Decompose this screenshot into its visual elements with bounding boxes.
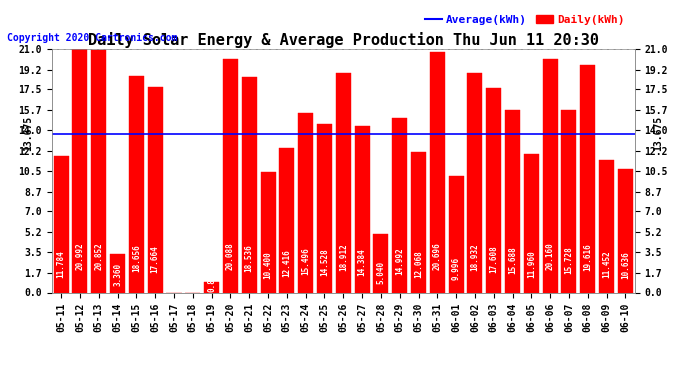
Text: 19.616: 19.616: [583, 243, 592, 271]
Bar: [355, 126, 370, 292]
Bar: [241, 77, 257, 292]
Text: 10.400: 10.400: [264, 252, 273, 279]
Bar: [373, 234, 388, 292]
Bar: [148, 87, 163, 292]
Bar: [486, 88, 501, 292]
Text: 12.416: 12.416: [282, 250, 291, 278]
Bar: [467, 73, 482, 292]
Bar: [317, 124, 332, 292]
Text: 20.992: 20.992: [75, 242, 84, 270]
Text: Copyright 2020 Cartronics.com: Copyright 2020 Cartronics.com: [7, 33, 177, 43]
Legend: Average(kWh), Daily(kWh): Average(kWh), Daily(kWh): [421, 10, 629, 29]
Text: 11.784: 11.784: [57, 251, 66, 278]
Text: 5.040: 5.040: [376, 261, 386, 284]
Bar: [91, 51, 106, 292]
Bar: [129, 76, 144, 292]
Text: 0.880: 0.880: [207, 269, 216, 292]
Text: 14.384: 14.384: [357, 248, 366, 276]
Bar: [336, 73, 351, 292]
Bar: [524, 154, 539, 292]
Bar: [411, 152, 426, 292]
Text: 9.996: 9.996: [452, 256, 461, 280]
Bar: [261, 172, 275, 292]
Text: 14.992: 14.992: [395, 248, 404, 275]
Text: 3.360: 3.360: [113, 263, 122, 286]
Text: 18.932: 18.932: [471, 244, 480, 272]
Bar: [505, 110, 520, 292]
Text: 13.675: 13.675: [653, 116, 664, 152]
Text: 18.656: 18.656: [132, 244, 141, 272]
Bar: [204, 282, 219, 292]
Bar: [392, 118, 407, 292]
Bar: [562, 110, 577, 292]
Bar: [448, 177, 464, 292]
Text: 13.675: 13.675: [23, 116, 33, 152]
Text: 18.912: 18.912: [339, 244, 348, 272]
Bar: [298, 112, 313, 292]
Bar: [430, 52, 445, 292]
Text: 17.664: 17.664: [150, 245, 159, 273]
Text: 10.636: 10.636: [621, 251, 630, 279]
Text: 20.696: 20.696: [433, 242, 442, 270]
Bar: [599, 160, 614, 292]
Bar: [72, 49, 88, 292]
Text: 12.068: 12.068: [414, 250, 423, 278]
Bar: [618, 169, 633, 292]
Bar: [542, 58, 558, 292]
Bar: [110, 254, 125, 292]
Text: 11.452: 11.452: [602, 251, 611, 278]
Bar: [580, 65, 595, 292]
Bar: [54, 156, 69, 292]
Text: 17.608: 17.608: [489, 245, 498, 273]
Text: 15.688: 15.688: [508, 247, 517, 274]
Bar: [279, 148, 295, 292]
Text: 20.088: 20.088: [226, 243, 235, 270]
Text: 15.728: 15.728: [564, 247, 573, 274]
Text: 20.160: 20.160: [546, 243, 555, 270]
Title: Daily Solar Energy & Average Production Thu Jun 11 20:30: Daily Solar Energy & Average Production …: [88, 32, 599, 48]
Text: 11.960: 11.960: [527, 250, 536, 278]
Text: 18.536: 18.536: [245, 244, 254, 272]
Bar: [223, 59, 238, 292]
Text: 14.528: 14.528: [320, 248, 329, 276]
Text: 20.852: 20.852: [95, 242, 103, 270]
Text: 15.496: 15.496: [301, 247, 310, 274]
